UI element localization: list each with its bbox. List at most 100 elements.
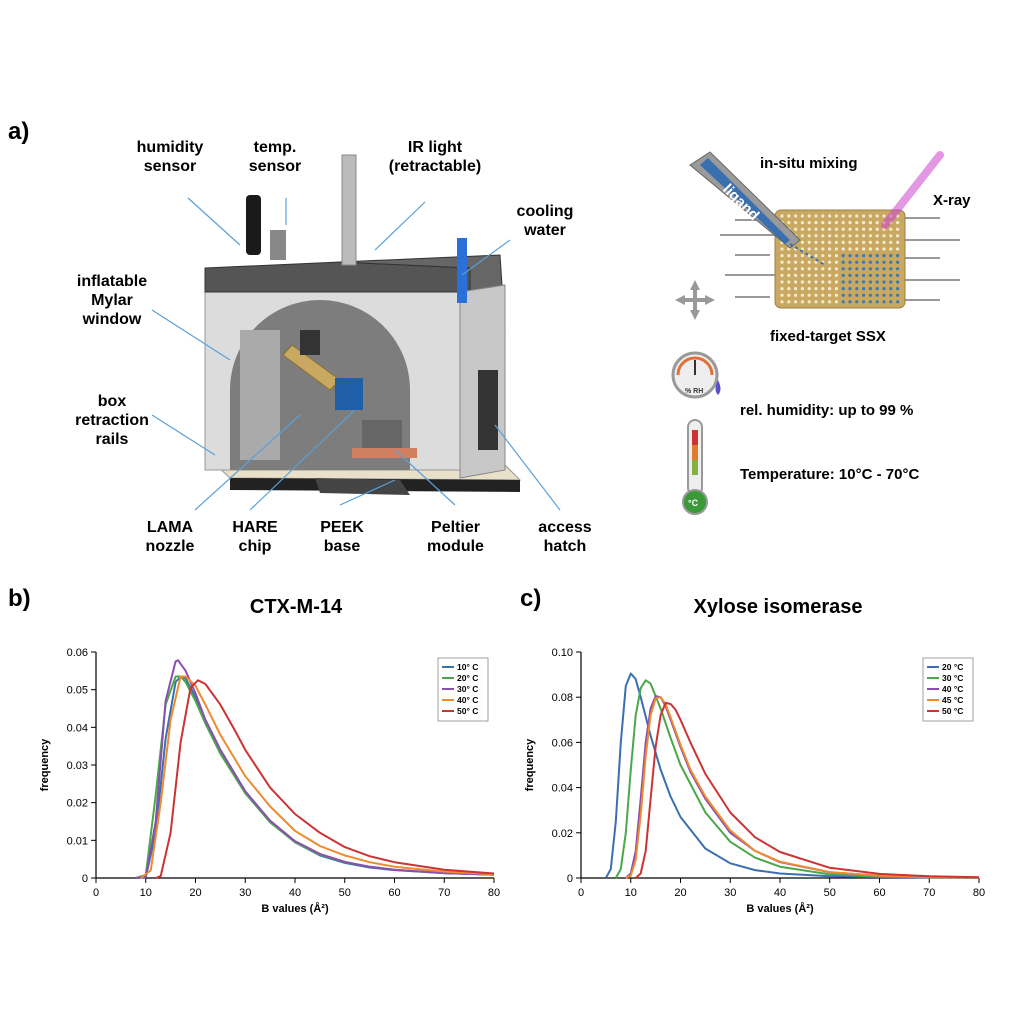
- fixed-target-label: fixed-target SSX: [770, 328, 886, 345]
- chip-well: [868, 273, 872, 277]
- chip-well: [855, 221, 859, 225]
- leader-humidity: [187, 197, 241, 246]
- chip-well: [780, 214, 784, 218]
- chip-well: [882, 267, 886, 271]
- chip-well: [794, 293, 798, 297]
- chip-well: [862, 287, 866, 291]
- chip-well: [780, 260, 784, 264]
- label-retraction-rails: box retraction rails: [62, 392, 162, 449]
- chip-well: [875, 280, 879, 284]
- chip-well: [896, 293, 900, 297]
- chip-well: [848, 287, 852, 291]
- chip-well: [800, 221, 804, 225]
- label-line: inflatable: [76, 273, 148, 290]
- chip-well: [821, 287, 825, 291]
- legend-entry: 40 °C: [942, 684, 963, 694]
- nozzle-holder: [300, 330, 320, 355]
- chip-well: [814, 267, 818, 271]
- label-hare-chip: HARE chip: [215, 518, 295, 556]
- chip-well: [821, 221, 825, 225]
- x-tick-label: 60: [388, 887, 400, 899]
- chip-well: [841, 280, 845, 284]
- chip-well: [800, 227, 804, 231]
- series-line: [625, 696, 980, 879]
- chip-well: [800, 260, 804, 264]
- chip-well: [868, 221, 872, 225]
- chip-well: [821, 254, 825, 258]
- chip-well: [780, 287, 784, 291]
- y-tick-label: 0.06: [552, 737, 573, 749]
- series-line: [155, 679, 495, 879]
- chip-well: [896, 273, 900, 277]
- legend-entry: 40° C: [457, 695, 478, 705]
- chip-well: [862, 240, 866, 244]
- series-line: [614, 679, 980, 879]
- temperature-text: Temperature: 10°C - 70°C: [740, 466, 920, 483]
- chip-well: [875, 227, 879, 231]
- chip-well: [896, 254, 900, 258]
- chip-well: [828, 221, 832, 225]
- label-cooling-water: cooling water: [495, 202, 595, 240]
- chip-well: [889, 293, 893, 297]
- chip-well: [868, 254, 872, 258]
- chip-well: [787, 267, 791, 271]
- x-tick-label: 10: [140, 887, 152, 899]
- x-tick-label: 70: [923, 887, 935, 899]
- chip-well: [875, 247, 879, 251]
- chip-well: [780, 273, 784, 277]
- chip-well: [868, 260, 872, 264]
- chip-well: [828, 267, 832, 271]
- chip-well: [834, 280, 838, 284]
- legend-entry: 30° C: [457, 684, 478, 694]
- label-ir-light: IR light (retractable): [370, 138, 500, 176]
- chip-well: [814, 280, 818, 284]
- chip-well: [807, 240, 811, 244]
- beam-lines: [720, 217, 960, 301]
- x-axis-label: B values (Å²): [261, 902, 329, 915]
- chip-well: [814, 221, 818, 225]
- chip-well: [868, 293, 872, 297]
- y-tick-label: 0.04: [67, 722, 88, 734]
- chip-well: [834, 227, 838, 231]
- x-tick-label: 40: [289, 887, 301, 899]
- label-peek-base: PEEK base: [302, 518, 382, 556]
- chip-well: [882, 260, 886, 264]
- chip-well: [807, 267, 811, 271]
- chip-well: [787, 221, 791, 225]
- label-peltier-module: Peltier module: [408, 518, 503, 556]
- leader-hatch: [494, 424, 561, 511]
- chip-well: [787, 293, 791, 297]
- chip-well: [875, 260, 879, 264]
- chip-well: [848, 280, 852, 284]
- chip-well: [896, 221, 900, 225]
- chart-title-ctx: CTX-M-14: [249, 596, 343, 618]
- chip-well: [814, 260, 818, 264]
- y-tick-label: 0: [567, 873, 573, 885]
- chip-well: [875, 300, 879, 304]
- chip-well: [800, 240, 804, 244]
- chip-well: [855, 260, 859, 264]
- y-tick-label: 0: [82, 873, 88, 885]
- y-tick-label: 0.04: [552, 783, 573, 795]
- chip-well: [814, 214, 818, 218]
- chip-well: [834, 267, 838, 271]
- chart-ctx-m-14: 0 10 20 30 40 50 60 70 80 0 0.01 0.02 0.03 0.04 0.05 0.…: [39, 647, 500, 915]
- chip-well: [800, 300, 804, 304]
- leader-lama: [194, 414, 301, 511]
- y-tick-label: 0.08: [552, 692, 573, 704]
- chip-well: [889, 227, 893, 231]
- move-arrows-icon: [675, 280, 715, 320]
- chip-well: [814, 287, 818, 291]
- label-line: water: [524, 222, 566, 239]
- label-line: access: [538, 519, 592, 536]
- chip-well: [862, 267, 866, 271]
- chip-well: [794, 221, 798, 225]
- leader-cooling: [461, 239, 511, 276]
- chip-well: [780, 280, 784, 284]
- chip-well: [889, 273, 893, 277]
- label-line: sensor: [248, 158, 302, 175]
- series-line: [140, 675, 495, 879]
- x-tick-label: 0: [93, 887, 99, 899]
- peltier-copper: [352, 448, 417, 458]
- cooling-water-pipe: [457, 238, 467, 303]
